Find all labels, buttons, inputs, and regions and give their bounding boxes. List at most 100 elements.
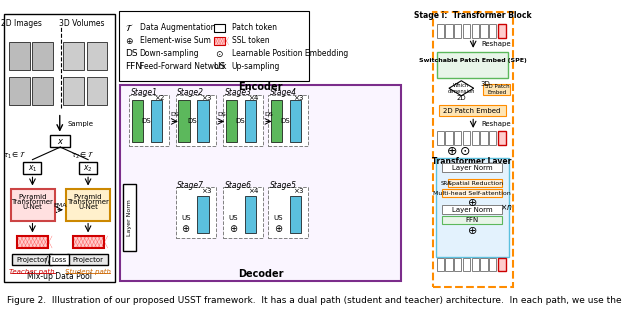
Bar xyxy=(454,131,461,145)
Bar xyxy=(436,131,444,145)
Bar xyxy=(436,158,509,257)
Bar xyxy=(51,135,70,147)
Text: $\odot$: $\odot$ xyxy=(215,49,224,59)
Text: $\odot$: $\odot$ xyxy=(460,145,470,158)
Text: $\oplus$: $\oplus$ xyxy=(467,225,477,237)
Text: Transformer: Transformer xyxy=(67,199,109,205)
Text: Stage6: Stage6 xyxy=(225,181,252,190)
Text: Mix-up Data Pool: Mix-up Data Pool xyxy=(28,272,92,280)
Bar xyxy=(72,236,104,248)
Bar xyxy=(445,131,452,145)
Bar xyxy=(66,189,109,221)
Text: DS: DS xyxy=(125,49,138,58)
Text: $\mathcal{T}$: $\mathcal{T}$ xyxy=(125,22,134,33)
Bar xyxy=(197,196,209,233)
Text: DS: DS xyxy=(264,112,273,117)
Text: Stage3: Stage3 xyxy=(225,89,252,97)
Text: Learnable Position Embedding: Learnable Position Embedding xyxy=(232,49,348,58)
Bar xyxy=(454,258,461,271)
Text: $\tau_2 \in \mathcal{T}$: $\tau_2 \in \mathcal{T}$ xyxy=(71,149,95,161)
Text: Down-sampling: Down-sampling xyxy=(140,49,199,58)
Text: SSL token: SSL token xyxy=(232,36,269,45)
Text: $\oplus$: $\oplus$ xyxy=(447,145,458,158)
Text: DS: DS xyxy=(188,118,197,125)
Text: DS: DS xyxy=(280,118,290,125)
Bar xyxy=(268,187,308,238)
Text: Stage4: Stage4 xyxy=(270,89,297,97)
Text: Which
dimension: Which dimension xyxy=(447,83,475,94)
Text: Pyramid: Pyramid xyxy=(74,194,102,200)
Bar xyxy=(442,163,502,172)
Text: Decoder: Decoder xyxy=(238,269,284,279)
Bar xyxy=(498,258,506,271)
Text: Patch token: Patch token xyxy=(232,23,276,32)
Text: Stage i:  Transformer Block: Stage i: Transformer Block xyxy=(414,11,532,20)
Bar xyxy=(225,100,237,142)
Text: Loss: Loss xyxy=(52,257,67,263)
Bar xyxy=(63,42,84,70)
Bar xyxy=(472,258,479,271)
Bar xyxy=(119,11,310,81)
Bar xyxy=(449,179,502,187)
Bar xyxy=(489,131,497,145)
Bar xyxy=(33,42,53,70)
Bar xyxy=(481,131,488,145)
Text: Reshape: Reshape xyxy=(481,41,511,47)
Text: Sample: Sample xyxy=(67,121,93,127)
Bar xyxy=(175,187,216,238)
Text: $\times 3$: $\times 3$ xyxy=(200,94,212,102)
Text: 2D Patch Embed: 2D Patch Embed xyxy=(444,108,501,114)
Bar xyxy=(214,37,225,45)
Bar xyxy=(223,95,263,146)
Text: US: US xyxy=(213,63,225,71)
Text: US: US xyxy=(181,214,191,221)
Bar xyxy=(436,24,444,38)
Text: $x$: $x$ xyxy=(57,137,64,146)
Text: FFN: FFN xyxy=(465,217,479,223)
Text: EMA: EMA xyxy=(54,203,67,208)
Bar xyxy=(437,52,508,78)
Text: Encoder: Encoder xyxy=(238,82,283,92)
Text: $\times 3$: $\times 3$ xyxy=(200,186,212,195)
Text: $\oplus$: $\oplus$ xyxy=(467,197,477,208)
Bar xyxy=(244,196,256,233)
Bar xyxy=(438,105,506,116)
Text: $\times 3$: $\times 3$ xyxy=(293,94,305,102)
Text: Stage7: Stage7 xyxy=(177,181,204,190)
Text: Spatial Reduction: Spatial Reduction xyxy=(447,181,503,186)
Bar xyxy=(442,216,502,224)
Text: US: US xyxy=(228,214,238,221)
Bar xyxy=(445,24,452,38)
Text: FFN: FFN xyxy=(125,63,142,71)
Text: $\oplus$: $\oplus$ xyxy=(181,223,191,234)
Text: Layer Norm: Layer Norm xyxy=(452,207,492,213)
Text: $\tau_1 \in \mathcal{T}$: $\tau_1 \in \mathcal{T}$ xyxy=(3,149,26,161)
Bar xyxy=(17,236,48,248)
Polygon shape xyxy=(449,81,474,96)
Bar xyxy=(271,100,282,142)
Bar xyxy=(268,95,308,146)
Bar xyxy=(11,189,54,221)
Bar xyxy=(10,42,30,70)
Text: Stage1: Stage1 xyxy=(131,89,158,97)
Text: Projector: Projector xyxy=(72,257,103,263)
Bar xyxy=(433,12,513,287)
Bar xyxy=(290,100,301,142)
Bar xyxy=(454,24,461,38)
Text: $\oplus$: $\oplus$ xyxy=(125,36,134,46)
Text: Transformer: Transformer xyxy=(12,199,53,205)
Text: $\times 4$: $\times 4$ xyxy=(248,94,260,102)
Bar xyxy=(498,131,506,145)
Bar xyxy=(489,24,497,38)
Text: 3D Volumes: 3D Volumes xyxy=(59,19,104,28)
Text: Stage5: Stage5 xyxy=(270,181,297,190)
Text: $\times 4$: $\times 4$ xyxy=(248,186,260,195)
Bar xyxy=(86,42,107,70)
Bar xyxy=(290,196,301,233)
Text: Layer Norm: Layer Norm xyxy=(452,165,492,171)
Text: Data Augmentation: Data Augmentation xyxy=(140,23,215,32)
Bar xyxy=(10,77,30,105)
Bar xyxy=(463,131,470,145)
Text: Student path: Student path xyxy=(65,269,111,275)
Bar xyxy=(151,100,162,142)
